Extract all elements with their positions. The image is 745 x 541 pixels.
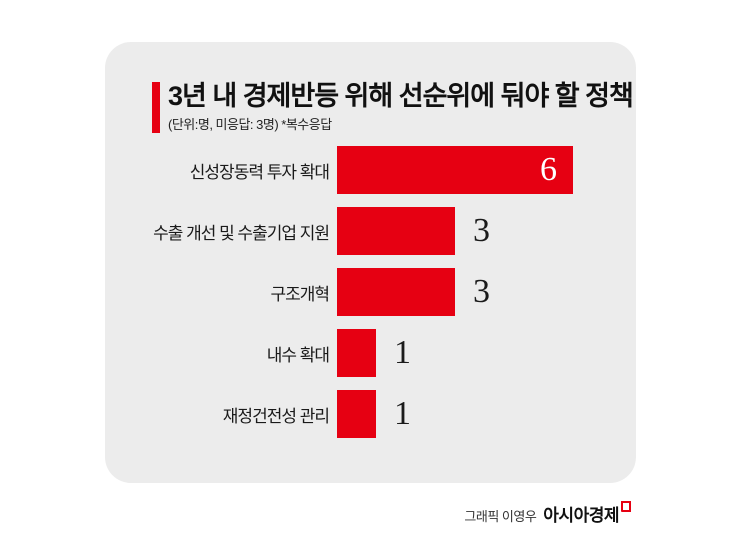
bar-row: 신성장동력 투자 확대 6	[152, 146, 636, 195]
bar	[337, 268, 455, 317]
bar-label: 내수 확대	[266, 345, 330, 365]
bar-label: 수출 개선 및 수출기업 지원	[153, 223, 330, 243]
bar-label: 신성장동력 투자 확대	[189, 162, 330, 182]
bar-row: 수출 개선 및 수출기업 지원 3	[152, 207, 636, 256]
title-block: 3년 내 경제반등 위해 선순위에 둬야 할 정책 (단위:명, 미응답: 3명…	[168, 81, 634, 133]
bar-value-label: 3	[473, 273, 490, 311]
bar-chart: 신성장동력 투자 확대 6 수출 개선 및 수출기업 지원 3 구조개혁 3 내수 확대 1 재…	[152, 146, 636, 439]
bar-value-label: 1	[394, 334, 411, 372]
chart-header: 3년 내 경제반등 위해 선순위에 둬야 할 정책 (단위:명, 미응답: 3명…	[152, 81, 636, 134]
bar-value-label: 6	[540, 151, 557, 189]
brand-name: 아시아경제	[543, 506, 619, 525]
brand-logo-icon	[621, 501, 631, 512]
title-accent-bar	[152, 82, 160, 134]
bar-row: 구조개혁 3	[152, 268, 636, 317]
bar-value-label: 3	[473, 212, 490, 250]
bar-row: 내수 확대 1	[152, 329, 636, 378]
bar-row: 재정건전성 관리 1	[152, 390, 636, 439]
chart-subtitle: (단위:명, 미응답: 3명) *복수응답	[168, 117, 332, 133]
bar: 6	[337, 146, 573, 195]
bar	[337, 207, 455, 256]
bar-label: 구조개혁	[270, 284, 330, 304]
bar-value-label: 1	[394, 395, 411, 433]
credit-line: 그래픽 이영우 아시아경제	[464, 501, 631, 526]
chart-title: 3년 내 경제반등 위해 선순위에 둬야 할 정책	[168, 81, 634, 111]
bar-label: 재정건전성 관리	[222, 406, 330, 426]
bar	[337, 390, 376, 439]
chart-panel: 3년 내 경제반등 위해 선순위에 둬야 할 정책 (단위:명, 미응답: 3명…	[105, 42, 636, 483]
bar	[337, 329, 376, 378]
credit-text: 그래픽 이영우	[464, 509, 537, 524]
